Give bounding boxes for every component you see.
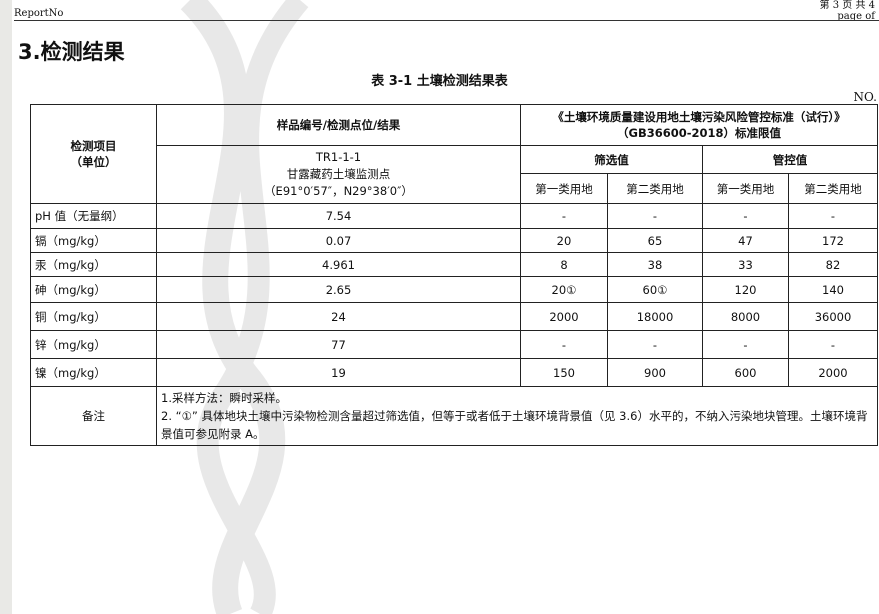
table-row: 铜（mg/kg） 24 2000 18000 8000 36000 (30, 302, 878, 331)
cell-c1: 120 (702, 276, 789, 303)
header-rule (14, 20, 879, 21)
class1-header: 第一类用地 (702, 173, 789, 204)
cell-c1: - (702, 203, 789, 229)
cell-result: 19 (156, 358, 521, 387)
report-no-label: ReportNo (14, 8, 64, 19)
control-header: 管控值 (702, 145, 878, 174)
cell-s1: - (520, 330, 608, 359)
cell-c2: 140 (788, 276, 878, 303)
cell-s1: 20① (520, 276, 608, 303)
notes-label: 备注 (30, 386, 157, 446)
cell-s2: 900 (607, 358, 703, 387)
cell-s2: 38 (607, 252, 703, 277)
screening-header: 筛选值 (520, 145, 703, 174)
cell-item: 汞（mg/kg） (30, 252, 157, 277)
cell-c2: 172 (788, 228, 878, 253)
standard-header: 《土壤环境质量建设用地土壤污染风险管控标准（试行）》 （GB36600-2018）… (520, 104, 878, 146)
results-table: 检测项目 （单位） 样品编号/检测点位/结果 《土壤环境质量建设用地土壤污染风险管… (30, 104, 878, 446)
cell-item: 镉（mg/kg） (30, 228, 157, 253)
page-indicator: 第 3 页 共 4 page of (820, 0, 875, 22)
cell-result: 0.07 (156, 228, 521, 253)
cell-item: 砷（mg/kg） (30, 276, 157, 303)
table-row: 镍（mg/kg） 19 150 900 600 2000 (30, 358, 878, 387)
cell-item: pH 值（无量纲） (30, 203, 157, 229)
cell-c1: 600 (702, 358, 789, 387)
cell-s1: 20 (520, 228, 608, 253)
cell-s2: - (607, 330, 703, 359)
cell-item: 锌（mg/kg） (30, 330, 157, 359)
class2-header: 第二类用地 (607, 173, 703, 204)
cell-c2: 82 (788, 252, 878, 277)
cell-s1: 2000 (520, 302, 608, 331)
cell-c1: 8000 (702, 302, 789, 331)
cell-c1: 33 (702, 252, 789, 277)
no-label: NO. (853, 90, 877, 104)
cell-s1: 150 (520, 358, 608, 387)
page-en: page of (837, 11, 875, 22)
table-row: 镉（mg/kg） 0.07 20 65 47 172 (30, 228, 878, 253)
cell-result: 7.54 (156, 203, 521, 229)
page-cn: 第 3 页 共 4 (819, 0, 875, 11)
table-row: 砷（mg/kg） 2.65 20① 60① 120 140 (30, 276, 878, 303)
cell-c2: 36000 (788, 302, 878, 331)
cell-result: 4.961 (156, 252, 521, 277)
class2-header: 第二类用地 (788, 173, 878, 204)
item-header: 检测项目 （单位） (30, 104, 157, 204)
cell-result: 24 (156, 302, 521, 331)
cell-s1: - (520, 203, 608, 229)
scan-edge (0, 0, 12, 614)
table-row: 汞（mg/kg） 4.961 8 38 33 82 (30, 252, 878, 277)
cell-c2: - (788, 330, 878, 359)
cell-item: 镍（mg/kg） (30, 358, 157, 387)
cell-result: 77 (156, 330, 521, 359)
cell-s2: 65 (607, 228, 703, 253)
class1-header: 第一类用地 (520, 173, 608, 204)
cell-result: 2.65 (156, 276, 521, 303)
sample-header: 样品编号/检测点位/结果 (156, 104, 521, 146)
cell-c2: - (788, 203, 878, 229)
cell-c2: 2000 (788, 358, 878, 387)
cell-s2: 60① (607, 276, 703, 303)
cell-s2: 18000 (607, 302, 703, 331)
cell-s1: 8 (520, 252, 608, 277)
section-title: 3.检测结果 (18, 40, 125, 64)
table-caption: 表 3-1 土壤检测结果表 (371, 74, 508, 89)
cell-s2: - (607, 203, 703, 229)
sample-info: TR1-1-1 甘露藏药土壤监测点 （E91°0′57″，N29°38′0″） (156, 145, 521, 204)
cell-c1: 47 (702, 228, 789, 253)
notes: 1.采样方法：瞬时采样。 2. “①” 具体地块土壤中污染物检测含量超过筛选值，但… (156, 386, 878, 446)
cell-item: 铜（mg/kg） (30, 302, 157, 331)
table-row: 锌（mg/kg） 77- - - - (30, 330, 878, 359)
table-row: pH 值（无量纲） 7.54- - - - (30, 203, 878, 229)
cell-c1: - (702, 330, 789, 359)
